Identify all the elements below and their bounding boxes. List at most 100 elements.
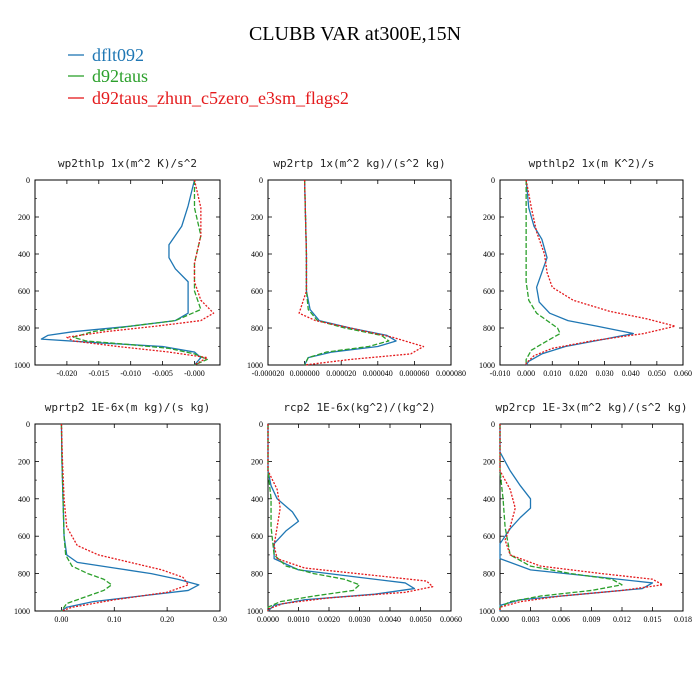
series-line-1 <box>267 424 416 612</box>
figure-title: CLUBB VAR at300E,15N <box>249 23 461 45</box>
x-tick-label: 0.003 <box>522 615 540 624</box>
y-tick-label: 0 <box>26 420 30 429</box>
y-tick-label: 800 <box>251 570 263 579</box>
y-tick-label: 600 <box>483 532 495 541</box>
x-tick-label: 0.0030 <box>349 615 371 624</box>
plot-frame <box>34 179 221 366</box>
y-tick-label: 600 <box>18 287 30 296</box>
panel-title: rcp2 1E-6x(kg^2)/(kg^2) <box>283 401 435 414</box>
y-tick-label: 200 <box>18 213 30 222</box>
x-tick-label: 0.020 <box>569 369 587 378</box>
panel-3: wpthlp2 1x(m K^2)/s 0 200 400 600 800 1000-0.0… <box>479 157 692 378</box>
series-line-1 <box>60 423 200 612</box>
x-tick-label: 0.006 <box>552 615 570 624</box>
y-tick-label: 1000 <box>14 607 30 616</box>
panel-title: wp2rtp 1x(m^2 kg)/(s^2 kg) <box>273 157 445 170</box>
x-tick-label: 0.060 <box>674 369 692 378</box>
x-tick-label: 0.000020 <box>326 369 356 378</box>
y-tick-label: 1000 <box>479 607 495 616</box>
y-tick-label: 200 <box>251 457 263 466</box>
plot-frame <box>267 179 452 366</box>
y-tick-label: 0 <box>259 176 263 185</box>
x-tick-label: 0.030 <box>596 369 614 378</box>
panel-title: wpthlp2 1x(m K^2)/s <box>529 157 655 170</box>
x-tick-label: 0.0060 <box>440 615 462 624</box>
y-tick-label: 1000 <box>479 361 495 370</box>
legend-label-1: dflt092 <box>92 45 144 65</box>
y-tick-label: 600 <box>483 287 495 296</box>
series-line-3 <box>499 424 664 611</box>
series-line-2 <box>303 179 390 366</box>
panel-title: wprtp2 1E-6x(m kg)/(s kg) <box>45 401 211 414</box>
series-line-3 <box>267 424 434 611</box>
y-tick-label: 400 <box>251 495 263 504</box>
y-tick-label: 200 <box>251 213 263 222</box>
y-tick-label: 1000 <box>247 607 263 616</box>
x-tick-label: -0.010 <box>120 369 141 378</box>
y-tick-label: 800 <box>18 324 30 333</box>
panel-title: wp2rcp 1E-3x(m^2 kg)/(s^2 kg) <box>495 401 687 414</box>
panels: wp2thlp 1x(m^2 K)/s^202004006008001000-0… <box>14 157 692 624</box>
series-line-3 <box>525 179 676 365</box>
x-tick-label: 0.30 <box>213 615 227 624</box>
x-tick-label: 0.010 <box>543 369 561 378</box>
y-tick-label: 400 <box>483 250 495 259</box>
series-line-2 <box>60 423 113 612</box>
x-tick-label: -0.000 <box>184 369 205 378</box>
y-tick-label: 0 <box>491 176 495 185</box>
x-tick-label: 0.000 <box>517 369 535 378</box>
series-line-2 <box>499 424 623 611</box>
legend-label-3: d92taus_zhun_c5zero_e3sm_flags2 <box>92 88 349 108</box>
series-line-1 <box>40 179 202 366</box>
x-tick-label: 0.000000 <box>290 369 320 378</box>
x-tick-label: 0.012 <box>613 615 631 624</box>
x-tick-label: 0.000040 <box>363 369 393 378</box>
x-tick-label: 0.0040 <box>379 615 401 624</box>
y-tick-label: 800 <box>483 324 495 333</box>
y-tick-label: 200 <box>18 457 30 466</box>
y-tick-label: 400 <box>483 495 495 504</box>
x-tick-label: 0.00 <box>54 615 68 624</box>
panel-5: rcp2 1E-6x(kg^2)/(kg^2) 0 200 400 600 800 1000… <box>247 401 462 624</box>
x-tick-label: 0.000060 <box>399 369 429 378</box>
x-tick-label: 0.10 <box>107 615 121 624</box>
x-tick-label: 0.050 <box>648 369 666 378</box>
x-tick-label: 0.009 <box>583 615 601 624</box>
y-tick-label: 800 <box>251 324 263 333</box>
panel-4: wprtp2 1E-6x(m kg)/(s kg) 0 200 400 600 800 10… <box>14 401 227 624</box>
series-line-1 <box>499 424 654 611</box>
y-tick-label: 600 <box>18 532 30 541</box>
y-tick-label: 0 <box>491 420 495 429</box>
series-line-3 <box>60 423 189 612</box>
y-tick-label: 600 <box>251 287 263 296</box>
y-tick-label: 1000 <box>14 361 30 370</box>
series-line-1 <box>525 179 634 366</box>
x-tick-label: 0.018 <box>674 615 692 624</box>
x-tick-label: -0.015 <box>88 369 109 378</box>
x-tick-label: 0.040 <box>622 369 640 378</box>
x-tick-label: 0.20 <box>160 615 174 624</box>
series-line-2 <box>525 180 561 365</box>
series-line-2 <box>267 424 361 611</box>
x-tick-label: -0.005 <box>152 369 173 378</box>
panel-1: wp2thlp 1x(m^2 K)/s^2 0 200 400 600 800 1000 -0… <box>14 157 221 378</box>
y-tick-label: 800 <box>483 570 495 579</box>
panel-6: wp2rcp 1E-3x(m^2 kg)/(s^2 kg)0 200 400 600 8… <box>479 401 692 624</box>
y-tick-label: 600 <box>251 532 263 541</box>
plot-frame <box>499 179 684 366</box>
plot-frame <box>499 423 684 612</box>
x-tick-label: 0.0000 <box>257 615 279 624</box>
x-tick-label: 0.0020 <box>318 615 340 624</box>
series-line-3 <box>298 179 425 366</box>
x-tick-label: 0.0050 <box>410 615 432 624</box>
legend-label-2: d92taus <box>92 66 148 86</box>
x-tick-label: -0.010 <box>490 369 511 378</box>
y-tick-label: 400 <box>18 495 30 504</box>
x-tick-label: 0.000 <box>491 615 509 624</box>
y-tick-label: 0 <box>26 176 30 185</box>
x-tick-label: 0.000080 <box>436 369 466 378</box>
panel-2: wp2rtp 1x(m^2 kg)/(s^2 kg) 0 200 400 600 800 1… <box>247 157 466 378</box>
y-tick-label: 400 <box>18 250 30 259</box>
y-tick-label: 0 <box>259 420 263 429</box>
